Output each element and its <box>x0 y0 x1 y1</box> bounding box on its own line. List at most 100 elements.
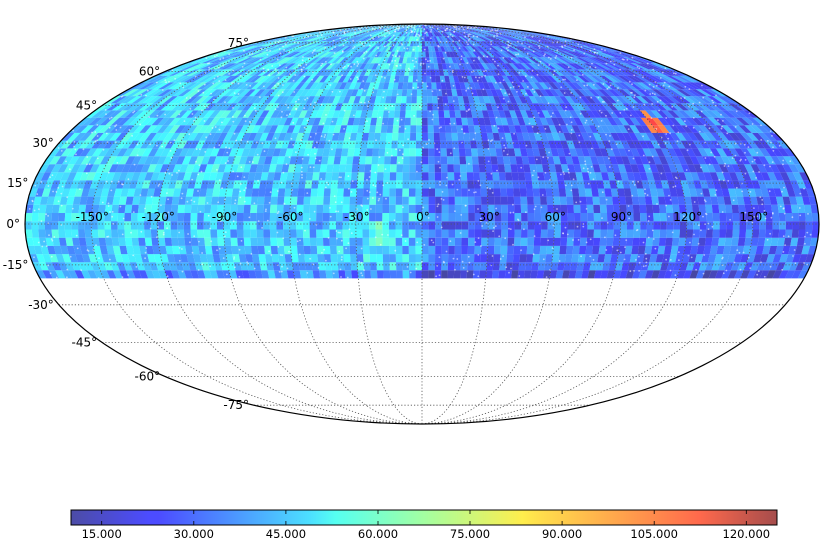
heatmap-cell <box>448 188 455 197</box>
heatmap-cell <box>783 237 792 246</box>
heatmap-cell <box>488 213 495 222</box>
texture-speck <box>346 276 349 279</box>
heatmap-cell <box>633 213 641 222</box>
heatmap-cell <box>747 188 757 197</box>
heatmap-cell <box>581 172 590 181</box>
texture-speck <box>480 245 482 247</box>
heatmap-cell <box>216 148 226 157</box>
heatmap-cell <box>634 262 643 271</box>
heatmap-cell <box>351 270 359 279</box>
heatmap-cell <box>382 237 390 246</box>
heatmap-cell <box>129 262 139 271</box>
heatmap-cell <box>799 172 810 181</box>
heatmap-cell <box>317 188 325 197</box>
heatmap-cell <box>556 148 566 157</box>
heatmap-cell <box>422 254 429 263</box>
heatmap-cell <box>703 245 712 255</box>
heatmap-cell <box>554 213 561 222</box>
texture-speck <box>583 84 586 87</box>
heatmap-cell <box>658 172 668 181</box>
heatmap-cell <box>97 140 110 149</box>
heatmap-cell <box>757 180 768 189</box>
heatmap-cell <box>104 221 112 230</box>
heatmap-cell <box>317 180 326 189</box>
texture-speck <box>473 191 475 194</box>
heatmap-cell <box>415 204 422 213</box>
texture-speck <box>33 256 35 259</box>
heatmap-cell <box>80 245 89 255</box>
heatmap-cell <box>422 75 427 83</box>
heatmap-cell <box>32 262 43 271</box>
texture-speck <box>342 66 344 69</box>
heatmap-cell <box>646 229 654 238</box>
heatmap-cell <box>474 196 482 205</box>
heatmap-cell <box>454 180 462 189</box>
heatmap-cell <box>362 213 370 222</box>
heatmap-cell <box>544 180 553 189</box>
heatmap-cell <box>536 270 545 279</box>
heatmap-cell <box>371 156 379 165</box>
texture-speck <box>556 49 559 52</box>
heatmap-cell <box>210 237 219 246</box>
heatmap-cell <box>337 132 346 141</box>
heatmap-cell <box>664 196 673 205</box>
texture-speck <box>468 261 471 264</box>
heatmap-cell <box>301 132 311 141</box>
heatmap-cell <box>442 96 449 104</box>
heatmap-cell <box>698 204 707 213</box>
texture-speck <box>491 192 494 194</box>
heatmap-cell <box>86 245 95 255</box>
heatmap-cell <box>279 262 287 271</box>
heatmap-cell <box>638 196 646 205</box>
heatmap-cell <box>754 172 765 181</box>
heatmap-cell <box>349 188 357 197</box>
heatmap-cell <box>396 172 403 181</box>
heatmap-cell <box>153 188 162 197</box>
heatmap-cell <box>389 245 396 255</box>
heatmap-cell <box>441 262 448 271</box>
texture-speck <box>50 255 53 258</box>
heatmap-cell <box>26 196 36 205</box>
heatmap-cell <box>440 82 447 90</box>
heatmap-cell <box>506 188 514 197</box>
heatmap-cell <box>547 237 554 246</box>
texture-speck <box>752 170 755 173</box>
heatmap-cell <box>718 164 729 173</box>
heatmap-cell <box>402 262 410 271</box>
texture-speck <box>312 166 315 169</box>
heatmap-cell <box>654 148 665 157</box>
heatmap-cell <box>393 117 400 126</box>
heatmap-cell <box>599 196 607 205</box>
heatmap-cell <box>409 270 416 279</box>
heatmap-cell <box>153 254 163 263</box>
heatmap-cell <box>577 254 586 263</box>
texture-speck <box>751 160 754 163</box>
heatmap-cell <box>512 180 520 189</box>
heatmap-cell <box>276 237 284 246</box>
heatmap-cell <box>121 254 130 263</box>
heatmap-cell <box>164 229 172 238</box>
heatmap-cell <box>224 245 233 255</box>
heatmap-cell <box>245 156 254 165</box>
heatmap-cell <box>297 245 305 255</box>
heatmap-cell <box>770 237 779 246</box>
heatmap-cell <box>50 180 61 189</box>
heatmap-cell <box>394 103 401 111</box>
heatmap-cell <box>179 164 189 173</box>
heatmap-cell <box>577 156 587 165</box>
heatmap-cell <box>263 196 272 205</box>
heatmap-cell <box>708 270 719 279</box>
texture-speck <box>341 256 343 258</box>
texture-speck <box>139 123 142 126</box>
heatmap-cell <box>511 270 519 279</box>
heatmap-cell <box>657 270 667 279</box>
heatmap-cell <box>756 164 768 173</box>
heatmap-cell <box>84 229 92 238</box>
heatmap-cell <box>794 245 804 255</box>
heatmap-cell <box>38 229 46 238</box>
heatmap-cell <box>479 270 487 279</box>
heatmap-cell <box>31 229 40 238</box>
heatmap-cell <box>391 132 399 141</box>
heatmap-cell <box>265 132 275 141</box>
heatmap-cell <box>323 196 331 205</box>
